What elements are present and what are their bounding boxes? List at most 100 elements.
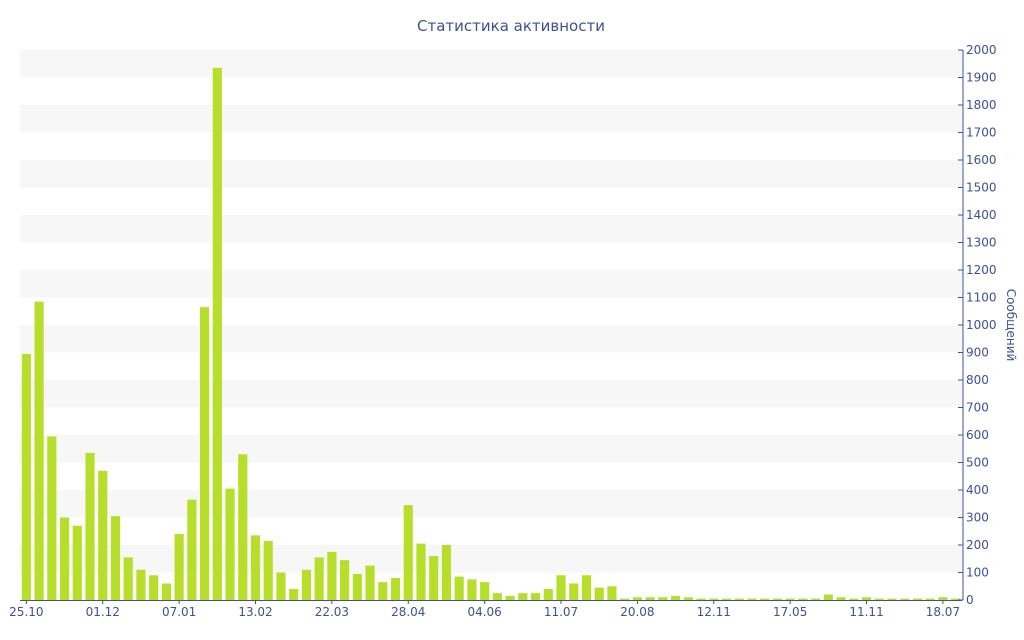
grid-band bbox=[20, 380, 962, 408]
bar bbox=[416, 543, 426, 601]
x-tick-label: 11.11 bbox=[849, 605, 883, 619]
y-tick-label: 400 bbox=[966, 483, 989, 497]
bar bbox=[518, 593, 528, 601]
bar bbox=[21, 353, 31, 601]
bar bbox=[441, 545, 452, 600]
bar bbox=[238, 454, 248, 600]
bar bbox=[772, 598, 783, 601]
bar bbox=[632, 597, 642, 600]
bar bbox=[123, 557, 133, 601]
x-tick-label: 11.07 bbox=[544, 605, 578, 619]
y-tick-label: 200 bbox=[966, 538, 989, 552]
bar bbox=[174, 534, 184, 600]
bar bbox=[912, 598, 923, 601]
bar bbox=[645, 597, 655, 600]
y-axis-label: Сообщений bbox=[1004, 289, 1018, 362]
bar bbox=[467, 579, 477, 601]
grid-band bbox=[20, 105, 962, 133]
bar bbox=[760, 598, 770, 601]
bar bbox=[556, 575, 566, 600]
y-tick-label: 500 bbox=[966, 456, 989, 470]
bar bbox=[110, 516, 121, 601]
bar bbox=[798, 598, 808, 601]
x-tick-label: 20.08 bbox=[620, 605, 654, 619]
grid-band bbox=[20, 270, 962, 298]
bar bbox=[263, 540, 273, 601]
bar bbox=[594, 587, 604, 601]
y-tick-label: 600 bbox=[966, 428, 989, 442]
bar bbox=[289, 589, 299, 600]
grid-band bbox=[20, 435, 962, 463]
bar bbox=[696, 598, 706, 601]
x-tick-label: 01.12 bbox=[86, 605, 120, 619]
bar bbox=[530, 593, 541, 601]
bar bbox=[212, 67, 222, 601]
y-tick-label: 0 bbox=[966, 593, 974, 607]
bar bbox=[900, 598, 910, 601]
grid-band bbox=[20, 490, 962, 518]
bar bbox=[390, 578, 401, 600]
bar bbox=[352, 573, 362, 601]
grid-band bbox=[20, 325, 962, 353]
bar bbox=[874, 598, 884, 601]
bar bbox=[543, 589, 553, 600]
y-tick-label: 2000 bbox=[966, 43, 997, 57]
bar bbox=[887, 598, 897, 601]
x-tick-label: 04.06 bbox=[467, 605, 501, 619]
bar bbox=[861, 597, 872, 600]
x-axis: 25.10 01.12 07.01 13.02 22.03 28.04 04.06 11.07… bbox=[9, 600, 962, 619]
y-tick-label: 1200 bbox=[966, 263, 997, 277]
bar bbox=[454, 576, 464, 601]
bar bbox=[429, 556, 439, 600]
bar bbox=[136, 569, 146, 600]
y-axis: 0 100 200 300 400 500 600 700 800 900 1000 1100 1200… bbox=[958, 43, 997, 607]
bar bbox=[734, 598, 744, 601]
bar bbox=[925, 598, 935, 601]
y-tick-label: 900 bbox=[966, 346, 989, 360]
bar bbox=[620, 598, 630, 601]
bar bbox=[823, 594, 833, 600]
bar bbox=[250, 535, 261, 601]
y-tick-label: 1700 bbox=[966, 126, 997, 140]
grid-band bbox=[20, 215, 962, 243]
bar bbox=[849, 598, 859, 601]
bar bbox=[365, 565, 375, 601]
y-tick-label: 1900 bbox=[966, 71, 997, 85]
x-tick-label: 25.10 bbox=[9, 605, 43, 619]
grid-band bbox=[20, 50, 962, 78]
bars bbox=[21, 67, 961, 601]
bar bbox=[161, 583, 171, 600]
chart-title: Статистика активности bbox=[417, 17, 605, 35]
x-tick-label: 13.02 bbox=[238, 605, 272, 619]
y-tick-label: 1100 bbox=[966, 291, 997, 305]
bar bbox=[378, 582, 388, 601]
bar bbox=[340, 560, 350, 601]
bar bbox=[683, 597, 693, 600]
bar bbox=[492, 593, 502, 601]
bar bbox=[951, 598, 961, 601]
bar bbox=[314, 557, 324, 601]
y-tick-label: 100 bbox=[966, 566, 989, 580]
y-tick-label: 1000 bbox=[966, 318, 997, 332]
bar bbox=[747, 598, 757, 601]
bar bbox=[811, 598, 821, 601]
bar bbox=[505, 595, 515, 601]
grid-band bbox=[20, 160, 962, 188]
bar bbox=[721, 598, 732, 601]
bar bbox=[47, 436, 57, 601]
grid-band bbox=[20, 545, 962, 573]
bar bbox=[149, 575, 159, 600]
bar bbox=[785, 598, 795, 601]
x-tick-label: 12.11 bbox=[697, 605, 731, 619]
bar bbox=[98, 470, 108, 600]
y-tick-label: 700 bbox=[966, 401, 989, 415]
y-tick-label: 1800 bbox=[966, 98, 997, 112]
bar bbox=[480, 582, 490, 601]
y-tick-label: 1300 bbox=[966, 236, 997, 250]
bar bbox=[581, 575, 592, 600]
y-tick-label: 1500 bbox=[966, 181, 997, 195]
bar bbox=[671, 595, 681, 601]
bar bbox=[301, 569, 312, 600]
bar bbox=[225, 488, 235, 601]
